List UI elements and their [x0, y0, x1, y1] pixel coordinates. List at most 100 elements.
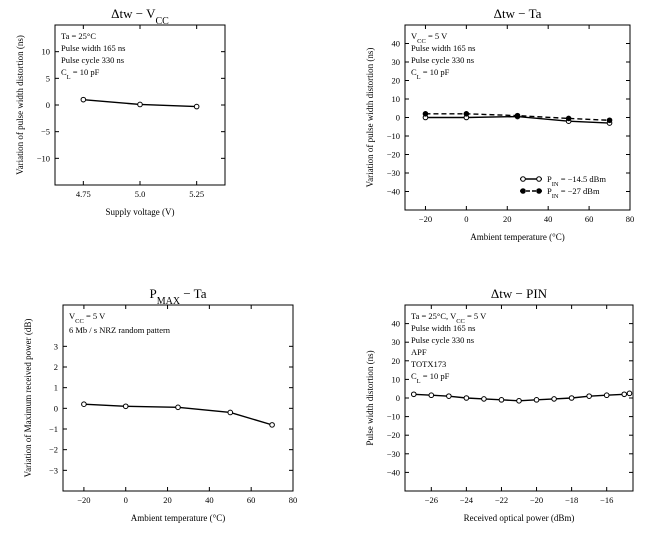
- data-point: [137, 101, 143, 108]
- legend-marker: [520, 176, 526, 182]
- y-tick-label: −40: [387, 187, 400, 197]
- condition-note: VCC = 5 V: [69, 311, 106, 325]
- chart-4: Δtw − PIN −26 −24 −22 −20 −18 −16 −40 −30 −20 −10 0…: [365, 286, 634, 523]
- x-tick-label: −22: [495, 495, 508, 505]
- y-tick-label: 40: [392, 319, 401, 329]
- condition-note: VCC = 5 V: [411, 31, 448, 45]
- legend-entry: PIN = −27 dBm: [547, 186, 600, 200]
- y-tick-label: 30: [392, 337, 401, 347]
- y-tick-label: 5: [46, 73, 50, 83]
- data-point: [81, 401, 87, 408]
- y-tick-label: 10: [392, 94, 401, 104]
- data-point: [586, 393, 592, 399]
- condition-note: TOTX173: [411, 359, 446, 369]
- chart-title: PMAX − Ta: [150, 286, 207, 307]
- data-point: [193, 103, 200, 110]
- y-tick-label: −1: [49, 424, 58, 434]
- data-point: [428, 392, 435, 399]
- y-tick-label: 10: [42, 47, 51, 57]
- y-tick-label: 20: [392, 356, 401, 366]
- y-tick-label: −5: [41, 127, 50, 137]
- x-tick-label: −18: [565, 495, 578, 505]
- chart-2: Δtw − Ta −20 0 20 40 60 80 −40 −30 −20 −10 0 10 20 30 4…: [365, 6, 634, 242]
- x-tick-label: −16: [600, 495, 613, 505]
- data-point: [227, 409, 234, 416]
- data-point: [565, 115, 572, 122]
- legend-marker: [536, 188, 542, 194]
- x-tick-label: −20: [419, 214, 432, 224]
- x-axis-label: Supply voltage (V): [106, 207, 175, 217]
- chart-title: Δtw − PIN: [491, 286, 548, 301]
- y-tick-label: −40: [387, 467, 400, 477]
- condition-note: Pulse cycle 330 ns: [411, 335, 474, 345]
- x-tick-label: 80: [626, 214, 635, 224]
- data-point: [463, 395, 470, 401]
- y-tick-label: −30: [387, 449, 400, 459]
- y-tick-label: 0: [46, 100, 50, 110]
- x-tick-label: −20: [530, 495, 543, 505]
- y-axis-label: Variation of pulse width distortion (ns): [365, 48, 375, 188]
- x-tick-label: 5.25: [189, 189, 204, 199]
- y-tick-label: −20: [387, 430, 400, 440]
- data-point: [446, 393, 452, 399]
- chart-title: Δtw − VCC: [111, 6, 169, 27]
- data-point: [269, 422, 275, 428]
- y-tick-label: −2: [49, 445, 58, 455]
- condition-note: Pulse width 165 ns: [411, 323, 475, 333]
- y-tick-label: −3: [49, 465, 58, 475]
- x-tick-label: 20: [503, 214, 512, 224]
- condition-note: Pulse cycle 330 ns: [411, 55, 474, 65]
- y-tick-label: 1: [54, 383, 58, 393]
- data-point: [568, 395, 575, 401]
- data-point: [606, 117, 613, 124]
- x-tick-label: −24: [460, 495, 474, 505]
- y-tick-label: −10: [37, 153, 50, 163]
- condition-note: CL = 10 pF: [61, 67, 100, 81]
- x-tick-label: 0: [464, 214, 468, 224]
- chart-3: PMAX − Ta −20 0 20 40 60 80 −3 −2 −1 0 1 2 3 Ambient t…: [23, 286, 297, 523]
- y-tick-label: 40: [392, 39, 401, 49]
- legend-entry: PIN = −14.5 dBm: [547, 174, 606, 188]
- condition-note: Ta = 25°C: [61, 31, 96, 41]
- y-tick-label: 0: [54, 403, 58, 413]
- data-point: [481, 396, 487, 402]
- condition-note: Ta = 25°C, VCC = 5 V: [411, 311, 487, 325]
- x-tick-label: −26: [425, 495, 438, 505]
- x-tick-label: 80: [289, 495, 298, 505]
- y-tick-label: 30: [392, 57, 401, 67]
- x-axis-label: Ambient temperature (°C): [470, 232, 565, 242]
- y-tick-label: −30: [387, 168, 400, 178]
- data-point: [603, 392, 610, 399]
- chart-1: Δtw − VCC 4.75 5.0 5.25 −10 −5 0 5 10 Supply volt…: [15, 6, 226, 217]
- data-point: [122, 403, 129, 410]
- x-axis-label: Received optical power (dBm): [464, 513, 575, 523]
- x-tick-label: 20: [163, 495, 172, 505]
- y-axis-label: Variation of Maximum received power (dB): [23, 319, 33, 478]
- chart-title: Δtw − Ta: [494, 6, 542, 21]
- data-point: [514, 112, 521, 119]
- data-point: [516, 397, 522, 404]
- y-tick-label: −10: [387, 412, 400, 422]
- data-point: [422, 111, 429, 117]
- condition-note: Pulse cycle 330 ns: [61, 55, 124, 65]
- y-tick-label: 3: [54, 341, 58, 351]
- y-tick-label: 0: [396, 113, 400, 123]
- x-tick-label: 60: [247, 495, 256, 505]
- x-axis-label: Ambient temperature (°C): [131, 513, 226, 523]
- legend-marker: [536, 176, 542, 182]
- y-axis-label: Variation of pulse width distortion (ns): [15, 35, 25, 175]
- y-tick-label: −10: [387, 131, 400, 141]
- data-point: [621, 391, 628, 398]
- data-point: [498, 397, 505, 403]
- x-tick-label: 0: [124, 495, 128, 505]
- condition-note: APF: [411, 347, 427, 357]
- y-tick-label: −20: [387, 150, 400, 160]
- series-line: [413, 392, 630, 402]
- data-point: [626, 390, 633, 397]
- data-point: [175, 404, 181, 411]
- x-tick-label: 40: [544, 214, 553, 224]
- data-point: [410, 391, 417, 398]
- y-tick-label: 0: [396, 393, 400, 403]
- data-point: [533, 397, 540, 403]
